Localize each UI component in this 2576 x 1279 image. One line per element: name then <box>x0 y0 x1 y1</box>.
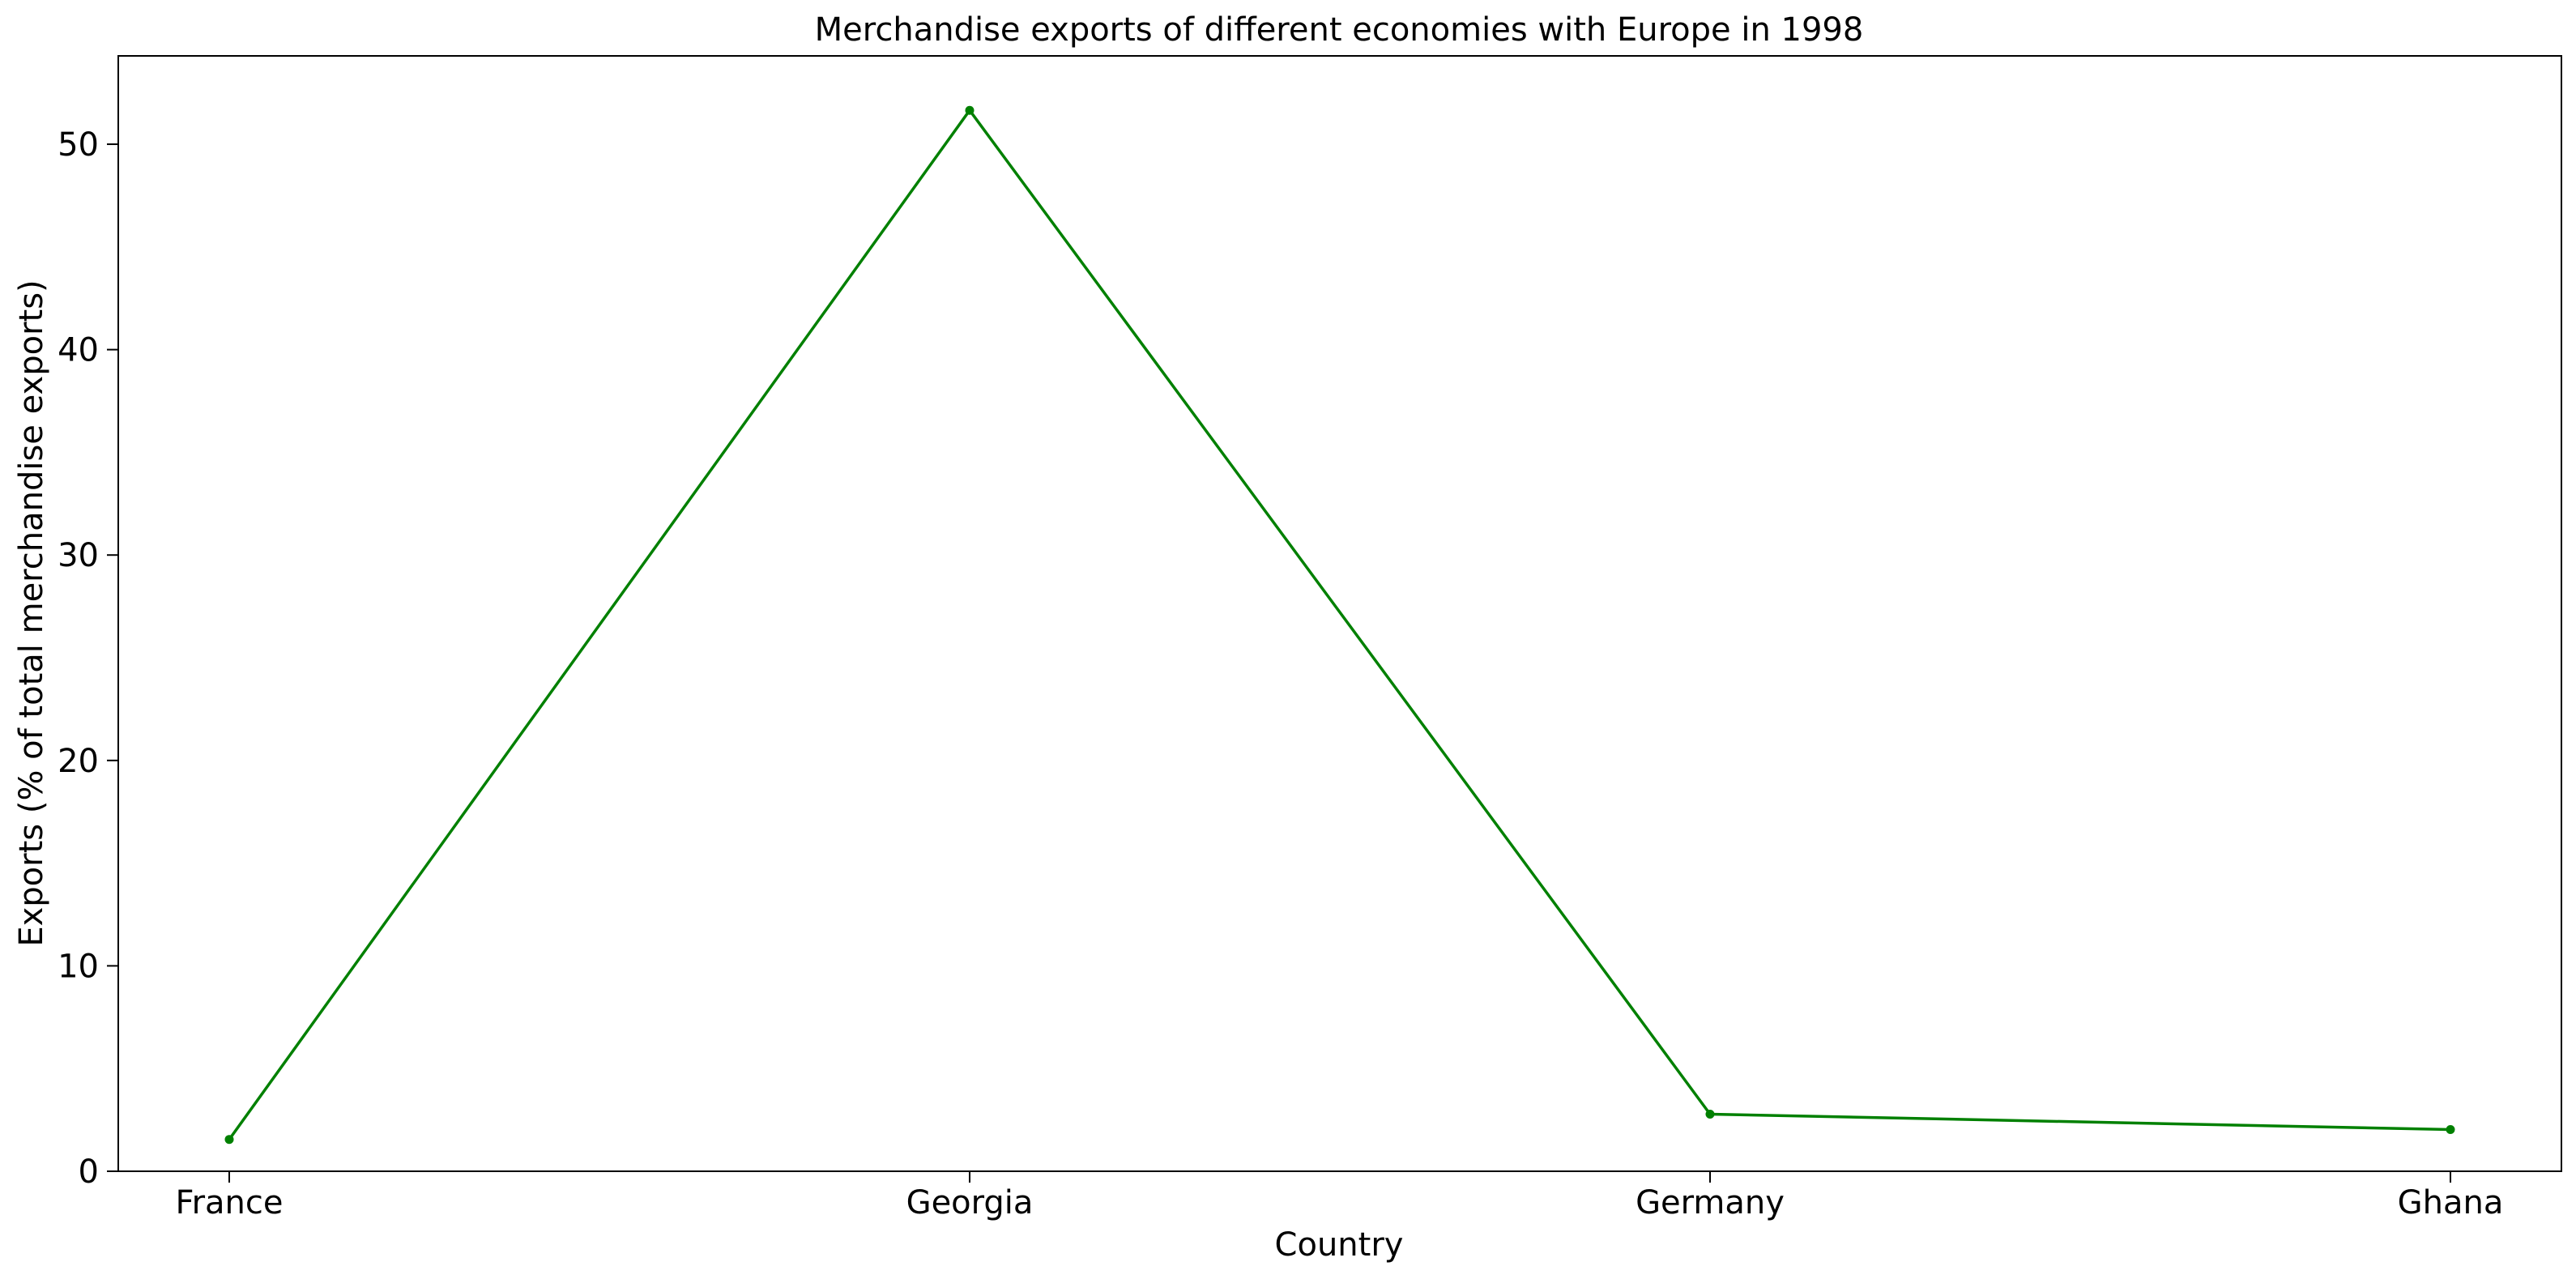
y-tick-label: 50 <box>58 126 99 164</box>
plot-frame <box>117 55 2562 1172</box>
data-point <box>224 1135 234 1145</box>
chart-title: Merchandise exports of different economi… <box>815 11 1864 49</box>
series-layer <box>224 105 2455 1145</box>
y-tick-label: 30 <box>58 537 99 574</box>
x-tick-label: Georgia <box>906 1184 1034 1221</box>
y-axis: 0 10 20 30 40 50 <box>58 126 118 1191</box>
y-tick-label: 10 <box>58 948 99 985</box>
series-line <box>228 109 2451 1140</box>
x-tick-label: France <box>175 1184 283 1221</box>
data-point <box>1705 1110 1715 1119</box>
data-point <box>965 105 975 115</box>
x-tick-label: Ghana <box>2398 1184 2504 1221</box>
y-tick-label: 20 <box>58 743 99 780</box>
y-tick-label: 0 <box>79 1153 99 1191</box>
y-axis-label: Exports (% of total merchandise exports) <box>13 279 50 946</box>
x-axis-label: Country <box>1275 1226 1404 1264</box>
x-axis: France Georgia Germany Ghana <box>175 1171 2503 1221</box>
x-tick-label: Germany <box>1636 1184 1785 1221</box>
data-point <box>2446 1125 2455 1135</box>
y-tick-label: 40 <box>58 332 99 369</box>
